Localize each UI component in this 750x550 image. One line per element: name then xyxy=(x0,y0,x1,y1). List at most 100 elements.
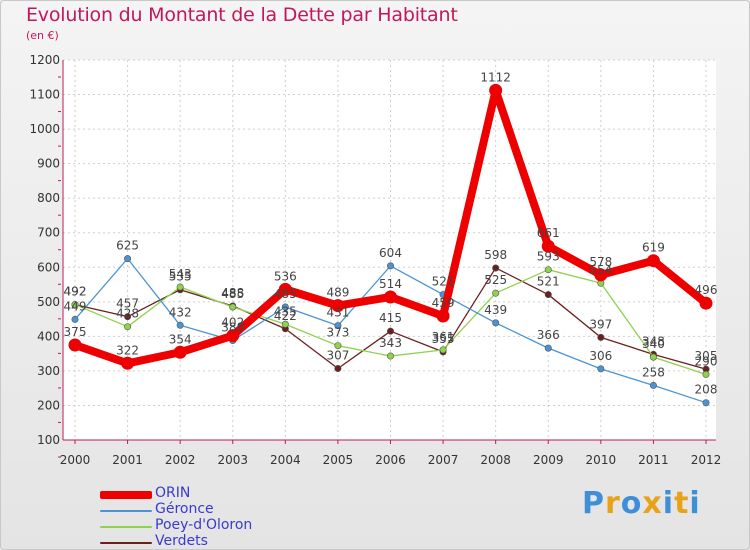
data-point xyxy=(436,309,450,323)
x-tick-label: 2008 xyxy=(480,453,511,467)
data-point xyxy=(226,329,240,343)
data-point xyxy=(71,315,79,323)
data-label: 625 xyxy=(116,239,139,253)
data-label: 306 xyxy=(589,349,612,363)
data-point xyxy=(124,255,132,263)
data-label: 397 xyxy=(589,317,612,331)
data-point xyxy=(597,333,605,341)
data-point xyxy=(439,346,447,354)
data-label: 322 xyxy=(116,343,139,357)
chart-subtitle: (en €) xyxy=(26,29,59,42)
data-point xyxy=(649,381,657,389)
x-tick-label: 2000 xyxy=(60,453,91,467)
y-tick-label: 100 xyxy=(37,433,60,447)
data-label: 435 xyxy=(274,304,297,318)
legend-label: Verdets xyxy=(155,533,208,549)
plot-area xyxy=(63,60,716,440)
y-tick-label: 400 xyxy=(37,329,60,343)
data-label: 258 xyxy=(642,365,665,379)
y-tick-label: 800 xyxy=(37,191,60,205)
data-label: 489 xyxy=(326,286,349,300)
legend-swatch xyxy=(100,510,152,512)
brand-letter: x xyxy=(642,486,663,521)
data-label: 457 xyxy=(116,297,139,311)
x-tick-label: 2007 xyxy=(428,453,459,467)
data-point xyxy=(492,319,500,327)
data-point xyxy=(281,303,289,311)
y-tick-label: 200 xyxy=(37,398,60,412)
data-point xyxy=(699,296,713,310)
data-label: 578 xyxy=(589,255,612,269)
data-point xyxy=(597,365,605,373)
brand-letter: P xyxy=(582,486,605,521)
data-label: 661 xyxy=(537,226,560,240)
data-point xyxy=(124,323,132,331)
data-point xyxy=(176,321,184,329)
data-label: 402 xyxy=(221,316,244,330)
data-point xyxy=(489,83,503,97)
data-label: 373 xyxy=(326,326,349,340)
data-label: 521 xyxy=(537,275,560,289)
data-point xyxy=(386,262,394,270)
data-label: 485 xyxy=(274,287,297,301)
data-label: 449 xyxy=(64,299,87,313)
data-label: 598 xyxy=(484,248,507,262)
data-point xyxy=(646,254,660,268)
data-point xyxy=(544,266,552,274)
data-label: 208 xyxy=(695,383,718,397)
data-label: 290 xyxy=(695,354,718,368)
data-point xyxy=(331,299,345,313)
data-label: 1112 xyxy=(480,70,511,84)
data-label: 307 xyxy=(326,348,349,362)
data-point xyxy=(544,344,552,352)
data-point xyxy=(702,370,710,378)
data-point xyxy=(594,268,608,282)
data-label: 348 xyxy=(642,334,665,348)
y-tick-label: 300 xyxy=(37,364,60,378)
data-label: 485 xyxy=(221,287,244,301)
data-point xyxy=(544,291,552,299)
data-label: 604 xyxy=(379,246,402,260)
data-label: 366 xyxy=(537,328,560,342)
data-point xyxy=(334,364,342,372)
data-point xyxy=(124,313,132,321)
y-tick-label: 500 xyxy=(37,295,60,309)
x-tick-label: 2003 xyxy=(217,453,248,467)
x-tick-label: 2006 xyxy=(375,453,406,467)
data-point xyxy=(278,282,292,296)
data-label: 343 xyxy=(379,336,402,350)
data-label: 375 xyxy=(64,325,87,339)
data-point xyxy=(281,320,289,328)
data-point xyxy=(176,283,184,291)
data-label: 388 xyxy=(221,321,244,335)
data-label: 536 xyxy=(274,269,297,283)
data-label: 514 xyxy=(379,277,402,291)
x-tick-label: 2010 xyxy=(586,453,617,467)
data-point xyxy=(71,301,79,309)
data-label: 488 xyxy=(221,286,244,300)
data-point xyxy=(121,356,135,370)
legend-swatch xyxy=(100,491,152,499)
data-label: 459 xyxy=(432,296,455,310)
brand-letter: t xyxy=(674,486,690,521)
data-label: 535 xyxy=(169,270,192,284)
data-point xyxy=(541,239,555,253)
brand-letter: o xyxy=(620,486,643,521)
x-tick-label: 2009 xyxy=(533,453,564,467)
data-label: 492 xyxy=(64,285,87,299)
data-label: 305 xyxy=(695,349,718,363)
data-point xyxy=(702,399,710,407)
data-point xyxy=(334,342,342,350)
data-point xyxy=(492,264,500,272)
legend-label: Poey-d'Oloron xyxy=(155,517,253,533)
y-tick-label: 600 xyxy=(37,260,60,274)
data-label: 361 xyxy=(432,330,455,344)
y-tick-label: 700 xyxy=(37,226,60,240)
data-point xyxy=(68,338,82,352)
y-tick-label: 1000 xyxy=(29,122,60,136)
brand-letter: i xyxy=(662,486,675,521)
data-point xyxy=(229,303,237,311)
data-point xyxy=(649,353,657,361)
data-label: 355 xyxy=(432,332,455,346)
